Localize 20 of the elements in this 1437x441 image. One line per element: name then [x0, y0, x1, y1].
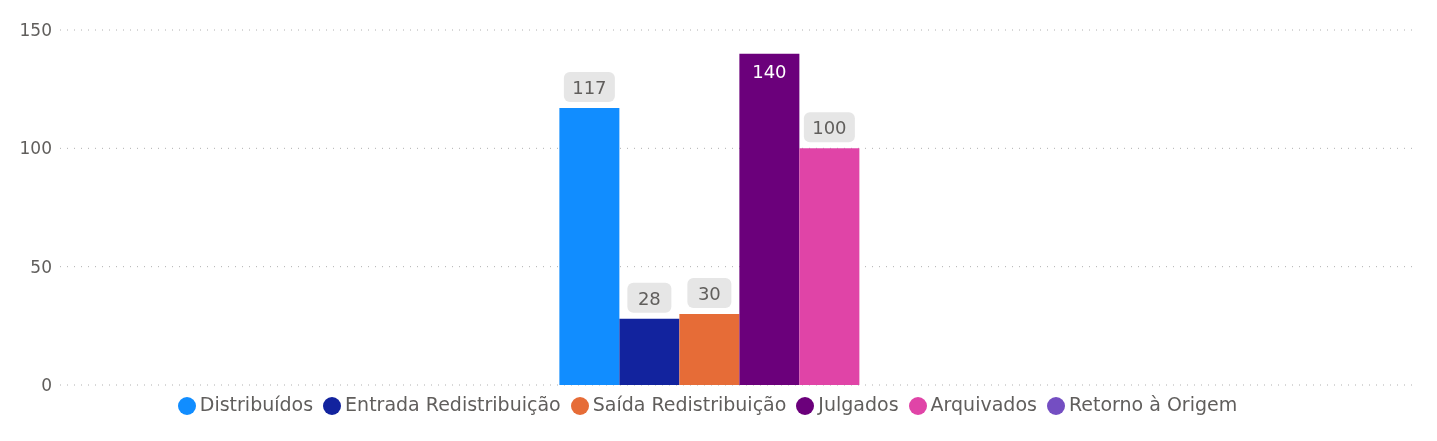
bar	[679, 314, 740, 385]
data-label: 100	[812, 117, 847, 139]
legend-label: Saída Redistribuição	[592, 393, 787, 415]
legend-label: Retorno à Origem	[1068, 393, 1238, 415]
y-tick-label: 100	[19, 138, 52, 159]
y-tick-label: 150	[19, 20, 52, 41]
data-label: 28	[637, 287, 661, 309]
bar	[559, 108, 620, 385]
bar	[739, 53, 800, 385]
bar	[799, 148, 860, 385]
legend-label: Julgados	[818, 393, 899, 415]
data-label: 140	[752, 60, 787, 82]
data-label: 30	[697, 283, 721, 304]
legend-label: Arquivados	[930, 393, 1037, 415]
legend-label: Distribuídos	[199, 393, 314, 415]
y-tick-label: 50	[30, 256, 52, 277]
y-tick-label: 0	[41, 375, 52, 396]
bar	[619, 318, 680, 385]
data-label: 117	[572, 77, 607, 99]
legend-label: Entrada Redistribuição	[345, 393, 561, 415]
